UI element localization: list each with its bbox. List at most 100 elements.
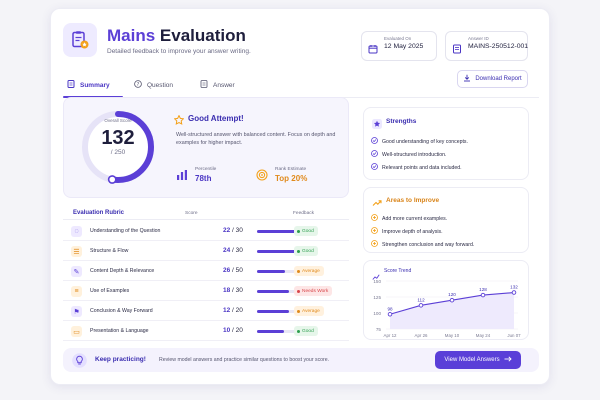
rubric-progress-bar	[257, 270, 311, 273]
rubric-progress-fill	[257, 330, 284, 333]
attempt-headline: Good Attempt!	[188, 114, 244, 123]
data-label: 120	[448, 292, 456, 297]
strength-item: Good understanding of key concepts.	[371, 137, 468, 146]
attempt-description: Well-structured answer with balanced con…	[176, 132, 336, 146]
x-tick-label: Apr 12	[384, 333, 397, 338]
status-dot-icon	[297, 309, 300, 313]
rubric-score: 18 / 30	[223, 287, 243, 294]
rubric-row: ☰ Structure & Flow 24 / 30 Good	[63, 241, 349, 261]
rubric-criterion: Presentation & Language	[90, 328, 149, 334]
data-label: 132	[510, 285, 518, 290]
check-circle-icon	[371, 137, 378, 146]
score-ring-marker	[107, 175, 117, 184]
improve-item-text: Improve depth of analysis.	[382, 228, 443, 235]
keep-practicing-description: Review model answers and practice simila…	[159, 357, 330, 363]
rubric-progress-fill	[257, 310, 290, 313]
data-point	[480, 292, 486, 298]
rubric-progress-bar	[257, 290, 311, 293]
improve-item: Add more current examples.	[371, 214, 447, 223]
data-point	[418, 303, 424, 308]
strengths-panel: Strengths Good understanding of key conc…	[363, 107, 529, 180]
page-title: Mains Evaluation	[107, 26, 246, 45]
bulb-icon: ◌	[71, 226, 82, 237]
download-report-button[interactable]: Download Report	[457, 70, 528, 88]
tab-answer[interactable]: Answer	[200, 74, 235, 96]
rubric-row: ▭ Presentation & Language 10 / 20 Good	[63, 321, 349, 341]
answer-id-box: Answer ID MAINS-250512-001	[445, 31, 528, 61]
rubric-criterion: Content Depth & Relevance	[90, 268, 155, 274]
file-icon	[200, 80, 208, 90]
rank-estimate-label: Rank Estimate	[275, 167, 307, 172]
rubric-score-max: / 30	[232, 287, 243, 294]
data-point	[511, 290, 517, 295]
improve-item-text: Strengthen conclusion and way forward.	[382, 241, 475, 248]
overall-score-panel: Overall Score 132 / 250 Good Attempt! We…	[63, 97, 349, 198]
overall-score-label: Overall Score	[104, 118, 132, 123]
feedback-badge-text: Average	[302, 308, 320, 314]
bar-chart-icon	[176, 168, 188, 186]
list-icon: ≡	[71, 286, 82, 297]
areas-to-improve-panel: Areas to Improve Add more current exampl…	[363, 187, 529, 253]
feedback-badge: Average	[294, 306, 324, 316]
strength-item: Well-structured introduction.	[371, 150, 447, 159]
strength-item-text: Relevant points and data included.	[382, 164, 462, 171]
document-id-icon	[452, 41, 462, 59]
tab-question[interactable]: ? Question	[134, 74, 173, 96]
rubric-score: 10 / 20	[223, 327, 243, 334]
rubric-score-max: / 20	[232, 327, 243, 334]
rubric-row: ⚑ Conclusion & Way Forward 12 / 20 Average	[63, 301, 349, 321]
check-circle-icon	[371, 163, 378, 172]
help-circle-icon: ?	[134, 80, 142, 90]
rubric-criterion: Conclusion & Way Forward	[90, 308, 153, 314]
status-dot-icon	[297, 289, 300, 293]
rank-estimate-value: Top 20%	[275, 174, 308, 183]
keep-practicing-banner: Keep practicing! Review model answers an…	[63, 348, 539, 372]
percentile-label: Percentile	[195, 167, 217, 172]
feedback-badge: Average	[294, 266, 324, 276]
answer-id-value: MAINS-250512-001	[468, 43, 529, 50]
svg-text:?: ?	[137, 82, 140, 88]
feedback-badge: Good	[294, 226, 318, 236]
feedback-badge-text: Good	[302, 328, 314, 334]
rubric-score: 26 / 50	[223, 267, 243, 274]
rubric-row: ✎ Content Depth & Relevance 26 / 50 Average	[63, 261, 349, 281]
rubric-progress-bar	[257, 230, 311, 233]
keep-practicing-title: Keep practicing!	[95, 356, 146, 363]
tab-answer-label: Answer	[213, 81, 235, 89]
answer-id-label: Answer ID	[468, 36, 489, 41]
rank-estimate-stat: Rank Estimate Top 20%	[275, 167, 307, 183]
strength-item: Relevant points and data included.	[371, 163, 462, 172]
rubric-progress-bar	[257, 310, 311, 313]
calendar-icon	[368, 41, 378, 59]
x-tick-label: May 10	[445, 333, 460, 338]
view-model-answers-button[interactable]: View Model Answers	[435, 351, 521, 369]
strength-item-text: Good understanding of key concepts.	[382, 138, 468, 145]
y-tick-label: 150	[373, 279, 381, 284]
rubric-score-max: / 30	[232, 227, 243, 234]
feedback-badge: Needs Work	[294, 286, 333, 296]
x-tick-label: May 24	[476, 333, 491, 338]
rubric-score-value: 24	[223, 247, 231, 254]
score-trend-chart: 75 100 125 150 98 Apr 12 112 Apr 26 120 May 10 128…	[373, 279, 521, 338]
plus-circle-icon	[371, 214, 378, 223]
flag-icon: ⚑	[71, 306, 82, 317]
rubric-score: 22 / 30	[223, 227, 243, 234]
rubric-feedback-header: Feedback	[293, 211, 315, 216]
strengths-title: Strengths	[386, 118, 417, 125]
plus-circle-icon	[371, 240, 378, 249]
star-icon	[173, 112, 185, 130]
status-dot-icon	[297, 269, 300, 273]
tab-summary[interactable]: Summary	[67, 74, 110, 96]
y-tick-label: 125	[373, 295, 381, 300]
page-subtitle: Detailed feedback to improve your answer…	[107, 48, 251, 55]
rubric-score-value: 10	[223, 327, 231, 334]
rubric-row: ≡ Use of Examples 18 / 30 Needs Work	[63, 281, 349, 301]
rubric-divider	[63, 219, 349, 220]
tab-summary-label: Summary	[80, 81, 110, 89]
check-circle-icon	[371, 150, 378, 159]
feedback-badge: Good	[294, 326, 318, 336]
rubric-score-max: / 30	[232, 247, 243, 254]
evaluated-on-box: Evaluated On 12 May 2025	[361, 31, 437, 61]
rubric-criterion: Use of Examples	[90, 288, 130, 294]
score-trend-title: Score Trend	[384, 268, 412, 274]
